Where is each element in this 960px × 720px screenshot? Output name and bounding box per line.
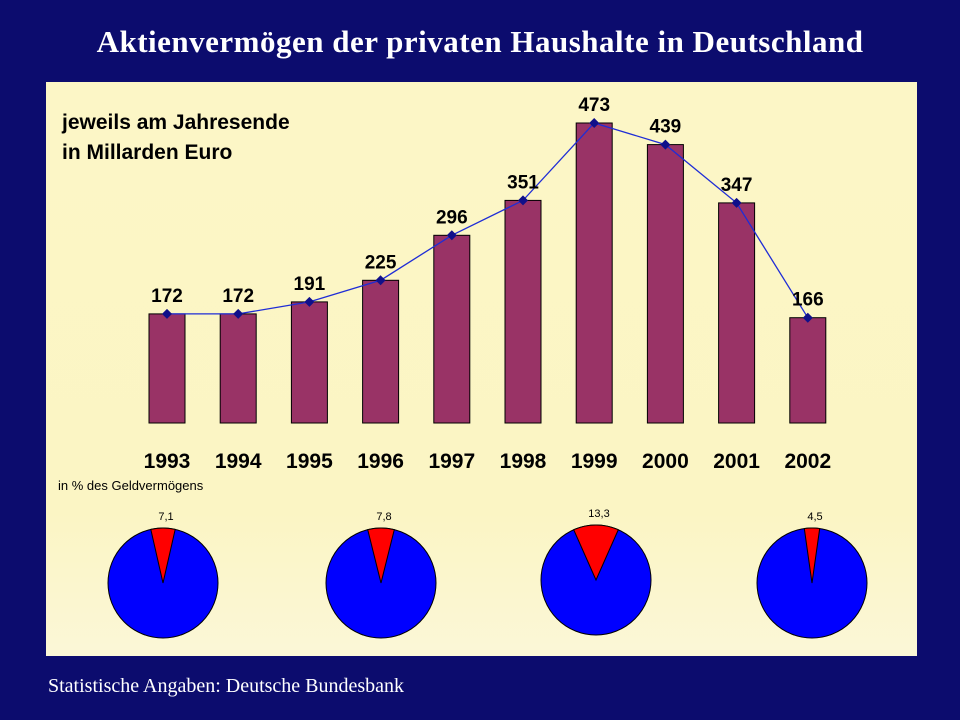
point-marker-1996 [375, 275, 386, 286]
point-marker-2000 [660, 139, 671, 150]
series-line [167, 122, 809, 319]
pie-3-label: 13,3 [588, 508, 609, 520]
point-marker-1994 [233, 308, 244, 319]
x-tick-label-2000: 2000 [642, 450, 689, 473]
point-marker-1995 [304, 296, 315, 307]
chart-svg: 172 172 191 225 296 351 473 439 347 166 1993 1994 19… [107, 95, 868, 639]
point-marker-1999 [589, 118, 600, 129]
x-tick-label-2002: 2002 [784, 450, 831, 473]
point-marker-1997 [446, 230, 457, 241]
x-tick-label-1996: 1996 [357, 450, 404, 473]
x-tick-label-1997: 1997 [428, 450, 475, 473]
chart-subtitle: jeweils am Jahresende in Millarden Euro [62, 108, 290, 168]
bar-1993 [148, 313, 186, 424]
bar-1997 [433, 234, 471, 424]
bar-1998 [504, 199, 542, 424]
x-tick-label-2001: 2001 [713, 450, 760, 473]
point-marker-2002 [802, 312, 813, 323]
data-label-2002: 166 [792, 290, 824, 311]
bar-1999 [575, 122, 613, 424]
x-tick-label-1998: 1998 [500, 450, 547, 473]
pie-1-label: 7,1 [158, 511, 173, 523]
data-label-1999: 473 [578, 95, 610, 116]
pie-4-label: 4,5 [807, 511, 822, 523]
source-note: Statistische Angaben: Deutsche Bundesban… [48, 675, 405, 697]
pie-1-slice [150, 527, 176, 584]
x-tick-label-1994: 1994 [215, 450, 262, 473]
x-tick-label-1993: 1993 [144, 450, 191, 473]
bar-1996 [362, 279, 400, 424]
bar-2001 [718, 202, 756, 424]
point-marker-1998 [518, 195, 528, 206]
data-label-1998: 351 [507, 172, 539, 193]
bar-2000 [646, 144, 684, 424]
pie-2-slice [367, 527, 395, 584]
data-label-1996: 225 [365, 252, 397, 273]
data-label-1995: 191 [294, 274, 326, 295]
page-title: Aktienvermögen der privaten Haushalte in… [96, 24, 864, 59]
x-tick-label-1995: 1995 [286, 450, 333, 473]
pie-4-slice [803, 527, 821, 584]
point-marker-2001 [731, 197, 742, 208]
pie-2-label: 7,8 [376, 511, 391, 523]
bar-1995 [290, 301, 328, 424]
bar-2002 [789, 317, 827, 424]
subtitle-line-2: in Millarden Euro [62, 141, 233, 164]
bar-1994 [219, 313, 257, 424]
subtitle-line-1: jeweils am Jahresende [62, 111, 290, 134]
data-label-2001: 347 [721, 175, 753, 196]
point-marker-1993 [162, 308, 172, 319]
chart-panel: 172 172 191 225 296 351 473 439 347 166 1993 1994 19… [46, 82, 917, 656]
x-tick-label-1999: 1999 [571, 450, 618, 473]
pie-caption: in % des Geldvermögens [58, 478, 204, 493]
data-label-1997: 296 [436, 207, 468, 228]
data-label-2000: 439 [650, 117, 682, 138]
pie-3-slice [573, 524, 619, 582]
data-label-1994: 172 [222, 286, 254, 307]
data-label-1993: 172 [151, 286, 183, 307]
